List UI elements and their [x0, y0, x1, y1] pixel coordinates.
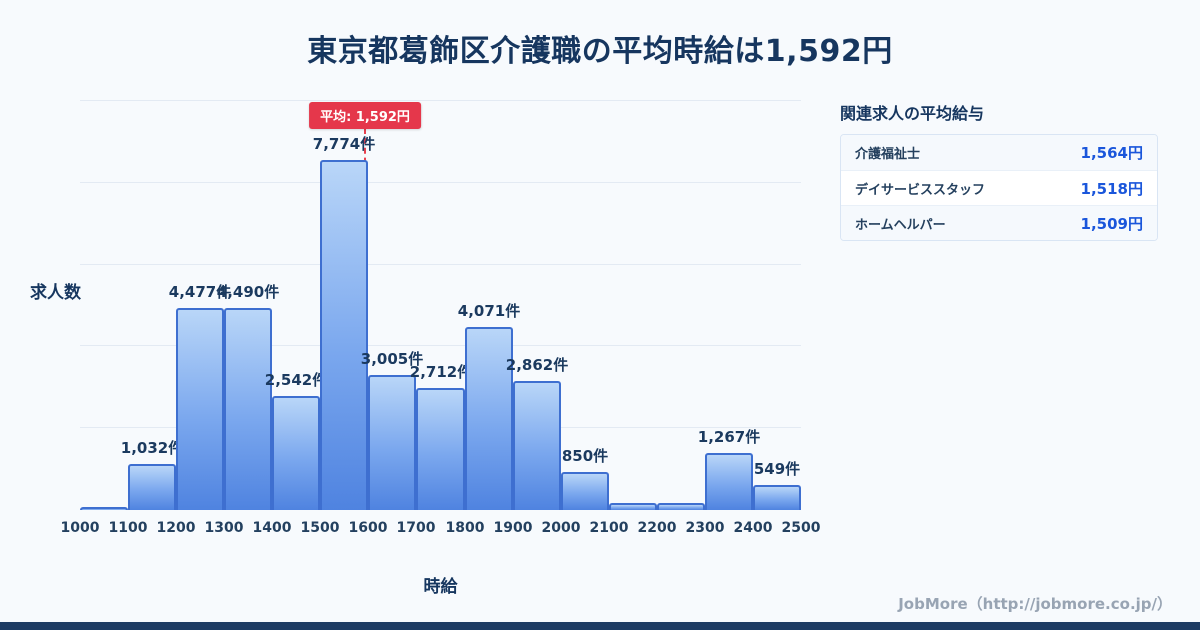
job-name: 介護福祉士	[855, 147, 921, 162]
y-axis-label: 求人数	[30, 283, 81, 303]
bar-value-label: 3,005件	[360, 350, 424, 368]
x-tick-label: 2400	[733, 520, 773, 536]
bar-value-label: 2,542件	[264, 371, 328, 389]
x-tick-label: 1800	[445, 520, 485, 536]
job-name: ホームヘルパー	[855, 217, 946, 233]
x-tick-label: 1500	[300, 520, 340, 536]
bar-value-label: 1,032件	[120, 439, 184, 457]
gridline	[80, 182, 801, 183]
job-value: 1,509円	[1080, 214, 1143, 233]
bar-value-label: 2,712件	[409, 363, 473, 381]
bar	[416, 388, 465, 510]
x-tick-label: 2500	[781, 520, 821, 536]
site-credit: JobMore（http://jobmore.co.jp/）	[898, 595, 1172, 613]
bar	[657, 503, 705, 510]
bar-value-label: 4,490件	[216, 283, 280, 301]
bar-value-label: 549件	[753, 460, 801, 478]
related-row: デイサービススタッフ 1,518円	[841, 170, 1157, 205]
related-panel-title: 関連求人の平均給与	[840, 104, 985, 123]
x-tick-label: 1200	[156, 520, 196, 536]
bar	[224, 308, 272, 510]
bar-value-label: 2,862件	[505, 356, 569, 374]
bar-value-label: 1,267件	[697, 428, 761, 446]
x-tick-label: 1400	[252, 520, 292, 536]
bar	[561, 472, 609, 510]
bar	[368, 375, 416, 510]
x-tick-label: 1700	[396, 520, 436, 536]
related-row: ホームヘルパー 1,509円	[841, 205, 1157, 240]
bar-value-label: 850件	[561, 447, 609, 465]
page-title: 東京都葛飾区介護職の平均時給は1,592円	[307, 34, 893, 69]
gridline	[80, 264, 801, 265]
x-tick-label: 1000	[60, 520, 100, 536]
x-tick-label: 2200	[637, 520, 677, 536]
x-tick-label: 2000	[541, 520, 581, 536]
bar	[272, 396, 320, 510]
x-axis-ticks: 1000 1100 1200 1300 1400 1500 1600 1700 1800 1900…	[61, 520, 821, 540]
bottom-accent-bar	[0, 622, 1200, 630]
bar	[176, 308, 224, 510]
related-panel-card: 介護福祉士 1,564円 デイサービススタッフ 1,518円 ホームヘルパー 1…	[840, 134, 1158, 241]
bar	[80, 507, 128, 510]
job-value: 1,518円	[1080, 179, 1143, 198]
x-tick-label: 1900	[493, 520, 533, 536]
gridline	[80, 345, 801, 346]
x-axis-label: 時給	[423, 577, 458, 597]
x-tick-label: 1300	[204, 520, 244, 536]
bar	[465, 327, 513, 510]
x-tick-label: 2100	[589, 520, 629, 536]
job-value: 1,564円	[1080, 144, 1143, 162]
bar	[513, 381, 561, 510]
x-tick-label: 2300	[685, 520, 725, 536]
bar-value-label: 4,477件	[168, 283, 232, 301]
average-badge: 平均: 1,592円	[309, 102, 421, 129]
bar	[320, 160, 368, 510]
bar	[609, 503, 657, 510]
job-name: デイサービススタッフ	[855, 182, 986, 198]
bar	[753, 485, 801, 510]
bar	[128, 464, 176, 510]
bar-value-label: 4,071件	[457, 302, 521, 320]
related-row: 介護福祉士 1,564円	[841, 135, 1157, 170]
bar-value-label: 7,774件	[312, 135, 376, 153]
plot-area: 平均: 1,592円 1,032件 4,477件 4,490件 2,542件 7,774…	[80, 100, 801, 510]
gridline	[80, 100, 801, 101]
bar	[705, 453, 753, 510]
x-tick-label: 1100	[108, 520, 148, 536]
x-tick-label: 1600	[348, 520, 388, 536]
